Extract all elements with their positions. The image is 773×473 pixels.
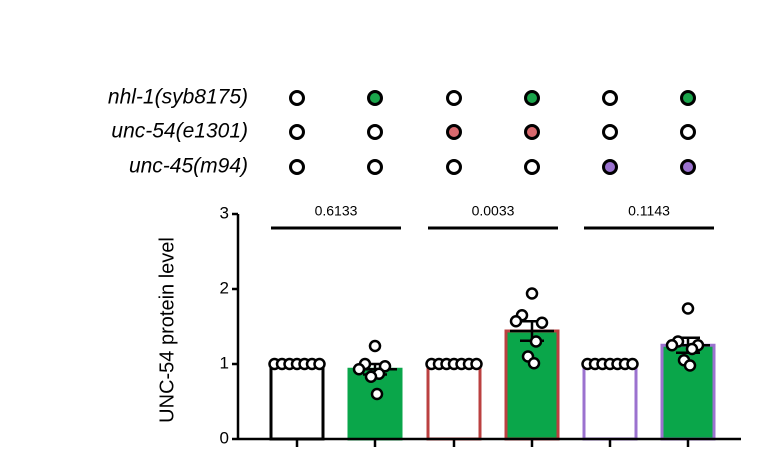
genotype-marker: [446, 159, 462, 175]
data-point: [352, 363, 366, 376]
p-value-label: 0.1143: [628, 203, 670, 219]
genotype-marker: [680, 124, 696, 140]
data-point: [529, 335, 543, 348]
p-value-label: 0.6133: [315, 203, 358, 219]
p-value-label: 0.0033: [472, 203, 515, 219]
axes: 0 1 2 3: [220, 203, 741, 447]
y-tick-label: 0: [220, 428, 229, 447]
genotype-marker: [446, 90, 462, 106]
y-axis-label: UNC-54 protein level: [156, 237, 178, 423]
y-tick-label: 2: [220, 278, 229, 297]
data-points: [268, 287, 705, 401]
comparison-brackets: 0.6133 0.0033 0.1143: [271, 203, 714, 230]
genotype-label: nhl-1(syb8175): [108, 86, 248, 109]
genotype-marker: [289, 124, 305, 140]
genotype-marker: [602, 124, 618, 140]
y-tick-label: 3: [220, 203, 229, 222]
data-point: [313, 357, 326, 371]
genotype-label: unc-54(e1301): [111, 120, 248, 143]
genotype-marker: [367, 90, 383, 106]
genotype-marker: [446, 124, 462, 140]
genotype-marker: [680, 90, 696, 106]
genotype-marker: [602, 159, 618, 175]
data-point: [683, 359, 697, 372]
genotype-matrix: nhl-1(syb8175) unc-54(e1301) unc-45(m94): [108, 86, 696, 178]
data-point: [535, 316, 549, 329]
bar: [582, 362, 638, 441]
genotype-marker: [602, 90, 618, 106]
genotype-marker: [524, 124, 540, 140]
genotype-label: unc-45(m94): [129, 155, 248, 178]
genotype-marker: [367, 124, 383, 140]
data-point: [509, 315, 523, 328]
genotype-marker: [367, 159, 383, 175]
genotype-marker: [289, 90, 305, 106]
data-point: [626, 357, 639, 371]
data-point: [368, 339, 382, 353]
data-point: [527, 357, 541, 370]
data-point: [685, 342, 699, 356]
genotype-marker: [524, 159, 540, 175]
bar: [269, 362, 325, 441]
data-point: [681, 302, 695, 315]
data-point: [525, 287, 539, 300]
data-point: [364, 370, 378, 383]
data-point: [370, 387, 384, 401]
genotype-marker: [524, 90, 540, 106]
data-point: [665, 339, 679, 352]
genotype-marker: [289, 159, 305, 175]
bar: [504, 329, 560, 441]
genotype-marker: [680, 159, 696, 175]
data-point: [470, 357, 483, 371]
y-tick-label: 1: [220, 353, 229, 372]
bar: [426, 362, 482, 441]
bars: [269, 320, 716, 441]
